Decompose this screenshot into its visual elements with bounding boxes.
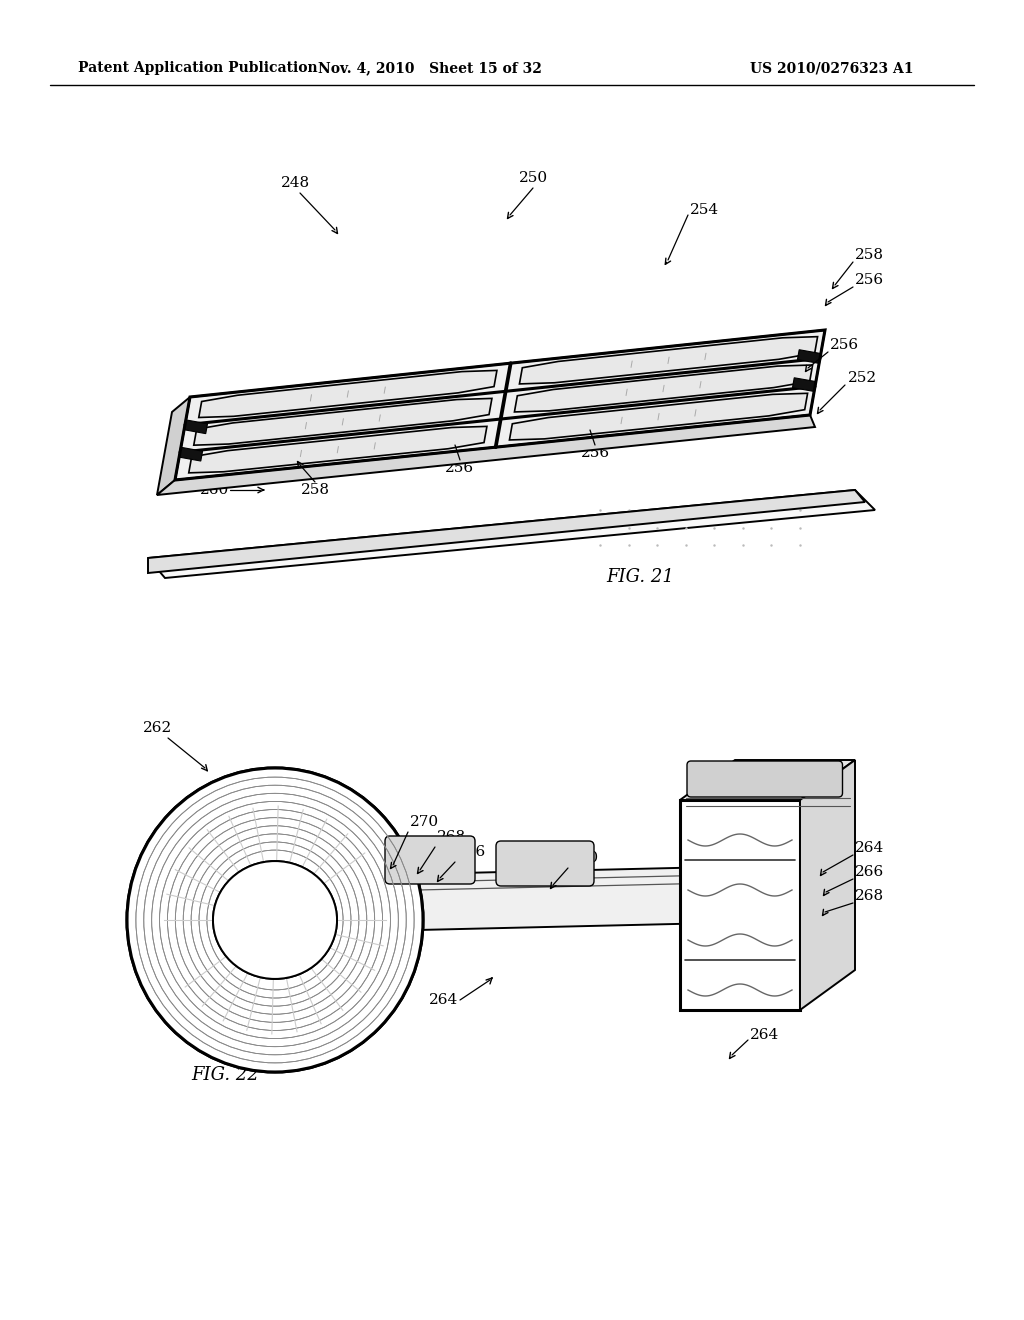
Polygon shape bbox=[157, 397, 190, 495]
Polygon shape bbox=[680, 800, 800, 1010]
Text: 266: 266 bbox=[855, 865, 885, 879]
Text: 258: 258 bbox=[855, 248, 884, 261]
Polygon shape bbox=[509, 393, 808, 440]
Text: 262: 262 bbox=[143, 721, 173, 735]
Text: 270: 270 bbox=[410, 814, 439, 829]
Polygon shape bbox=[418, 866, 760, 931]
Polygon shape bbox=[793, 378, 816, 392]
Text: 268: 268 bbox=[855, 888, 884, 903]
Text: 264: 264 bbox=[750, 1028, 779, 1041]
Polygon shape bbox=[680, 760, 855, 800]
Text: 268: 268 bbox=[437, 830, 466, 843]
FancyBboxPatch shape bbox=[496, 841, 594, 886]
Text: Patent Application Publication: Patent Application Publication bbox=[78, 61, 317, 75]
Polygon shape bbox=[800, 760, 855, 1010]
Text: 256: 256 bbox=[830, 338, 859, 352]
FancyBboxPatch shape bbox=[385, 836, 475, 884]
Polygon shape bbox=[179, 447, 203, 461]
Polygon shape bbox=[175, 330, 825, 480]
Polygon shape bbox=[184, 420, 208, 434]
Text: 256: 256 bbox=[855, 273, 884, 286]
Text: 248: 248 bbox=[281, 176, 309, 190]
Polygon shape bbox=[157, 414, 815, 495]
Text: 256: 256 bbox=[445, 461, 474, 475]
Text: 254: 254 bbox=[690, 203, 719, 216]
Text: 260: 260 bbox=[201, 483, 229, 498]
Text: Nov. 4, 2010   Sheet 15 of 32: Nov. 4, 2010 Sheet 15 of 32 bbox=[318, 61, 542, 75]
Ellipse shape bbox=[213, 861, 337, 979]
Polygon shape bbox=[188, 426, 487, 473]
Text: 252: 252 bbox=[848, 371, 878, 385]
Polygon shape bbox=[798, 350, 821, 363]
Polygon shape bbox=[148, 490, 874, 578]
Ellipse shape bbox=[213, 861, 337, 979]
Text: 256: 256 bbox=[581, 446, 609, 459]
Polygon shape bbox=[519, 337, 817, 384]
Ellipse shape bbox=[127, 768, 423, 1072]
Text: 270: 270 bbox=[570, 851, 599, 865]
Text: US 2010/0276323 A1: US 2010/0276323 A1 bbox=[750, 61, 913, 75]
Text: 264: 264 bbox=[429, 993, 459, 1007]
Text: 250: 250 bbox=[518, 172, 548, 185]
Polygon shape bbox=[514, 364, 813, 412]
Text: FIG. 21: FIG. 21 bbox=[606, 568, 674, 586]
Text: 266: 266 bbox=[457, 845, 486, 859]
Text: FIG. 22: FIG. 22 bbox=[191, 1067, 259, 1084]
Polygon shape bbox=[148, 490, 865, 573]
Polygon shape bbox=[199, 371, 497, 417]
Polygon shape bbox=[265, 768, 423, 1072]
FancyBboxPatch shape bbox=[687, 762, 843, 797]
Polygon shape bbox=[194, 399, 492, 445]
Text: 264: 264 bbox=[855, 841, 885, 855]
Text: 258: 258 bbox=[300, 483, 330, 498]
Ellipse shape bbox=[127, 768, 423, 1072]
